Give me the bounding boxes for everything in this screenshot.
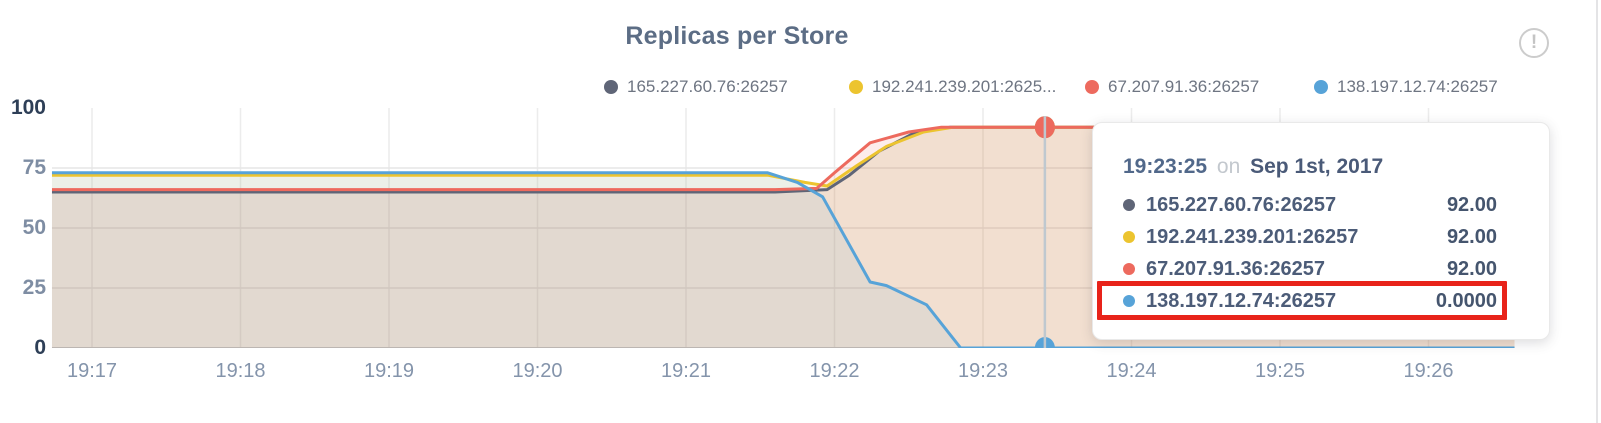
tooltip-row-name: 67.207.91.36:26257 [1146,257,1326,280]
tooltip-row-value: 92.00 [1446,257,1497,280]
x-axis-tick-label: 19:17 [66,360,118,382]
tooltip-row-dot-icon [1123,199,1135,211]
tooltip-row: 165.227.60.76:26257 92.00 [1123,189,1497,221]
x-axis-tick-label: 19:26 [1403,360,1454,382]
x-axis-tick-label: 19:20 [512,360,563,382]
series-area [51,172,1515,348]
tooltip-time: 19:23:25 [1123,155,1208,178]
x-axis-tick-label: 19:18 [215,360,266,382]
legend-item-label: 138.197.12.74:26257 [1337,77,1498,96]
series-line [51,125,1515,192]
legend-item-label: 165.227.60.76:26257 [627,77,788,96]
tooltip-row-dot-icon [1123,231,1135,243]
tooltip-row-name: 165.227.60.76:26257 [1146,193,1337,216]
y-axis-tick-label: 25 [22,276,46,299]
info-icon-glyph: ! [1530,32,1538,53]
tooltip-row-value: 92.00 [1446,225,1497,248]
y-axis-tick-label: 100 [10,96,46,119]
legend-item-label: 192.241.239.201:2625... [872,77,1057,96]
y-axis-tick-label: 75 [22,156,46,179]
tooltip-row-name: 138.197.12.74:26257 [1146,289,1337,312]
tooltip-rows: 165.227.60.76:26257 92.00 192.241.239.201:… [1097,189,1507,320]
tooltip-row: 138.197.12.74:26257 0.0000 [1097,281,1507,320]
legend-item-label: 67.207.91.36:26257 [1108,77,1260,96]
legend-dot-icon [1085,80,1099,94]
page-title: Replicas per Store [625,22,849,50]
legend-dot-icon [849,80,863,94]
tooltip-date: Sep 1st, 2017 [1250,155,1384,178]
tooltip-row-name: 192.241.239.201:26257 [1146,225,1359,248]
tooltip-row-dot-icon [1123,263,1135,275]
series-line [51,171,1515,348]
legend-item[interactable]: 192.241.239.201:2625... [849,77,1056,97]
tooltip-timestamp: 19:23:25 on Sep 1st, 2017 [1123,155,1497,181]
legend-item[interactable]: 138.197.12.74:26257 [1314,77,1498,97]
x-axis-tick-label: 19:25 [1254,360,1306,382]
legend-item[interactable]: 165.227.60.76:26257 [604,77,788,97]
panel-right-border [1596,0,1598,423]
tooltip-row: 192.241.239.201:26257 92.00 [1123,221,1497,253]
x-axis-tick-label: 19:19 [363,360,415,382]
legend-dot-icon [1314,80,1328,94]
legend-item[interactable]: 67.207.91.36:26257 [1085,77,1259,97]
x-axis-tick-label: 19:23 [957,360,1009,382]
tooltip-row-dot-icon [1123,295,1135,307]
y-axis-tick-label: 0 [34,336,46,359]
info-icon[interactable]: ! [1519,28,1549,58]
y-axis-tick-label: 50 [22,216,46,239]
x-axis-tick-label: 19:22 [809,360,860,382]
x-axis-tick-label: 19:21 [660,360,712,382]
tooltip-on-word: on [1216,155,1241,178]
x-axis-tick-label: 19:24 [1106,360,1157,382]
chart-tooltip: 19:23:25 on Sep 1st, 2017 165.227.60.76:… [1092,122,1550,340]
legend-dot-icon [604,80,618,94]
tooltip-row-value: 92.00 [1446,193,1497,216]
tooltip-row-value: 0.0000 [1435,289,1497,312]
tooltip-row: 67.207.91.36:26257 92.00 [1123,253,1497,285]
